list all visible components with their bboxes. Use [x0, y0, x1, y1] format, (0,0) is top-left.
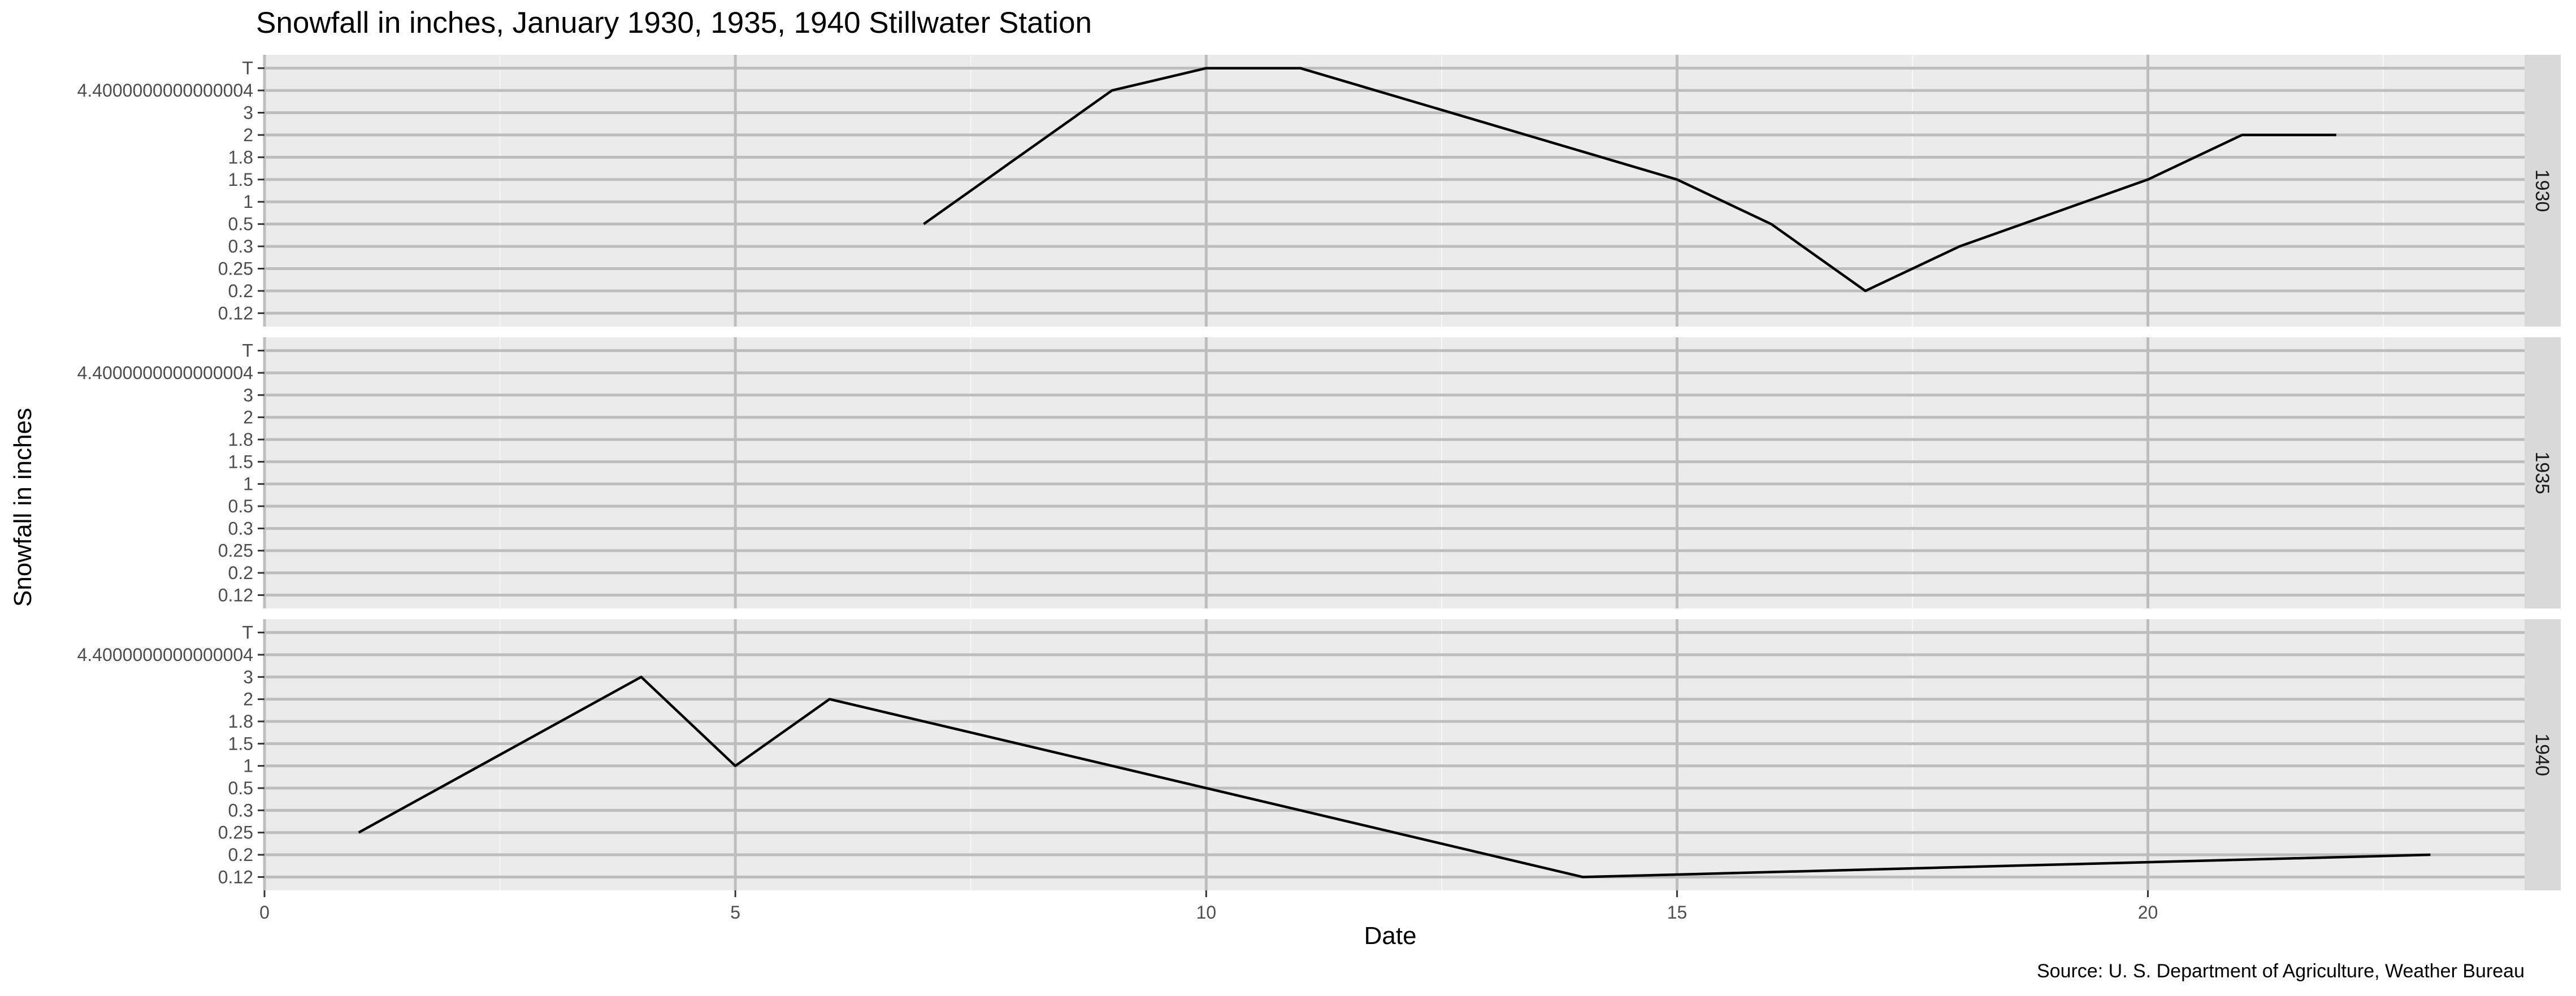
- facet-panel-1930: 0.120.20.250.30.511.51.8234.400000000000…: [77, 55, 2561, 327]
- panel-background: [264, 337, 2525, 608]
- facet-strip-label: 1930: [2531, 169, 2553, 212]
- y-tick-label: 0.5: [228, 214, 253, 234]
- x-tick-label: 20: [2138, 902, 2158, 923]
- facet-panel-1935: 0.120.20.25 0.30.511.51.8234.400000000000…: [77, 337, 2561, 608]
- y-tick-label: 1.5: [228, 169, 253, 190]
- facet-strip: [2525, 55, 2561, 327]
- x-tick-label: 10: [1196, 902, 1216, 923]
- y-tick-label: 1: [243, 192, 253, 212]
- y-tick-label: 1.8: [228, 147, 253, 167]
- y-tick-label: 3: [243, 385, 253, 405]
- facet-strip: [2525, 337, 2561, 608]
- y-tick-label: 0.12: [218, 303, 253, 323]
- y-tick-label: 0.12: [218, 867, 253, 887]
- facet-strip-label: 1935: [2531, 451, 2553, 494]
- y-tick-label: 0.25: [218, 541, 253, 561]
- panel-background: [264, 619, 2525, 890]
- y-tick-label: 2: [243, 689, 253, 710]
- y-tick-label: 1.5: [228, 733, 253, 754]
- y-tick-label: 4.4000000000000004: [77, 645, 253, 665]
- y-tick-label: 1: [243, 474, 253, 494]
- facet-strip: [2525, 619, 2561, 890]
- source-caption: Source: U. S. Department of Agriculture,…: [2037, 960, 2525, 982]
- series-line-1930: [923, 67, 2336, 293]
- y-tick-label: 0.25: [218, 258, 253, 279]
- facet-panel-1940: 0.120.20.25 0.30.511.51.8234.400000000000…: [77, 619, 2561, 890]
- y-tick-label: 3: [243, 103, 253, 123]
- y-tick-label: T: [242, 341, 253, 361]
- x-tick-label: 15: [1667, 902, 1688, 923]
- x-axis-title: Date: [1364, 922, 1417, 950]
- chart-title: Snowfall in inches, January 1930, 1935, …: [256, 6, 1092, 40]
- y-tick-label: T: [242, 623, 253, 643]
- y-tick-label: 0.5: [228, 778, 253, 798]
- y-tick-label: 1.8: [228, 429, 253, 450]
- facet-strip-label: 1940: [2531, 733, 2553, 776]
- facet-panels: 0.120.20.250.30.511.51.8234.400000000000…: [77, 55, 2561, 890]
- y-tick-label: 0.2: [228, 563, 253, 583]
- y-axis-title: Snowfall in inches: [9, 408, 37, 607]
- y-tick-label: 1.5: [228, 451, 253, 472]
- y-tick-label: 0.3: [228, 518, 253, 538]
- y-tick-label: 0.3: [228, 800, 253, 820]
- y-tick-label: 3: [243, 667, 253, 687]
- series-line-1940: [358, 676, 2431, 878]
- y-tick-label: 2: [243, 407, 253, 428]
- y-tick-label: 0.2: [228, 845, 253, 865]
- y-tick-label: 0.12: [218, 585, 253, 605]
- y-tick-label: 1.8: [228, 711, 253, 732]
- y-tick-label: 2: [243, 125, 253, 145]
- y-tick-label: 4.4000000000000004: [77, 363, 253, 383]
- y-tick-label: 1: [243, 756, 253, 776]
- x-tick-label: 5: [730, 902, 740, 923]
- y-tick-label: T: [242, 58, 253, 79]
- x-axis: 0 5 10 15 20: [259, 890, 2158, 923]
- y-tick-label: 0.2: [228, 281, 253, 301]
- y-tick-label: 0.5: [228, 496, 253, 516]
- y-tick-label: 0.25: [218, 823, 253, 843]
- y-tick-label: 4.4000000000000004: [77, 80, 253, 101]
- y-tick-label: 0.3: [228, 236, 253, 256]
- x-tick-label: 0: [259, 902, 270, 923]
